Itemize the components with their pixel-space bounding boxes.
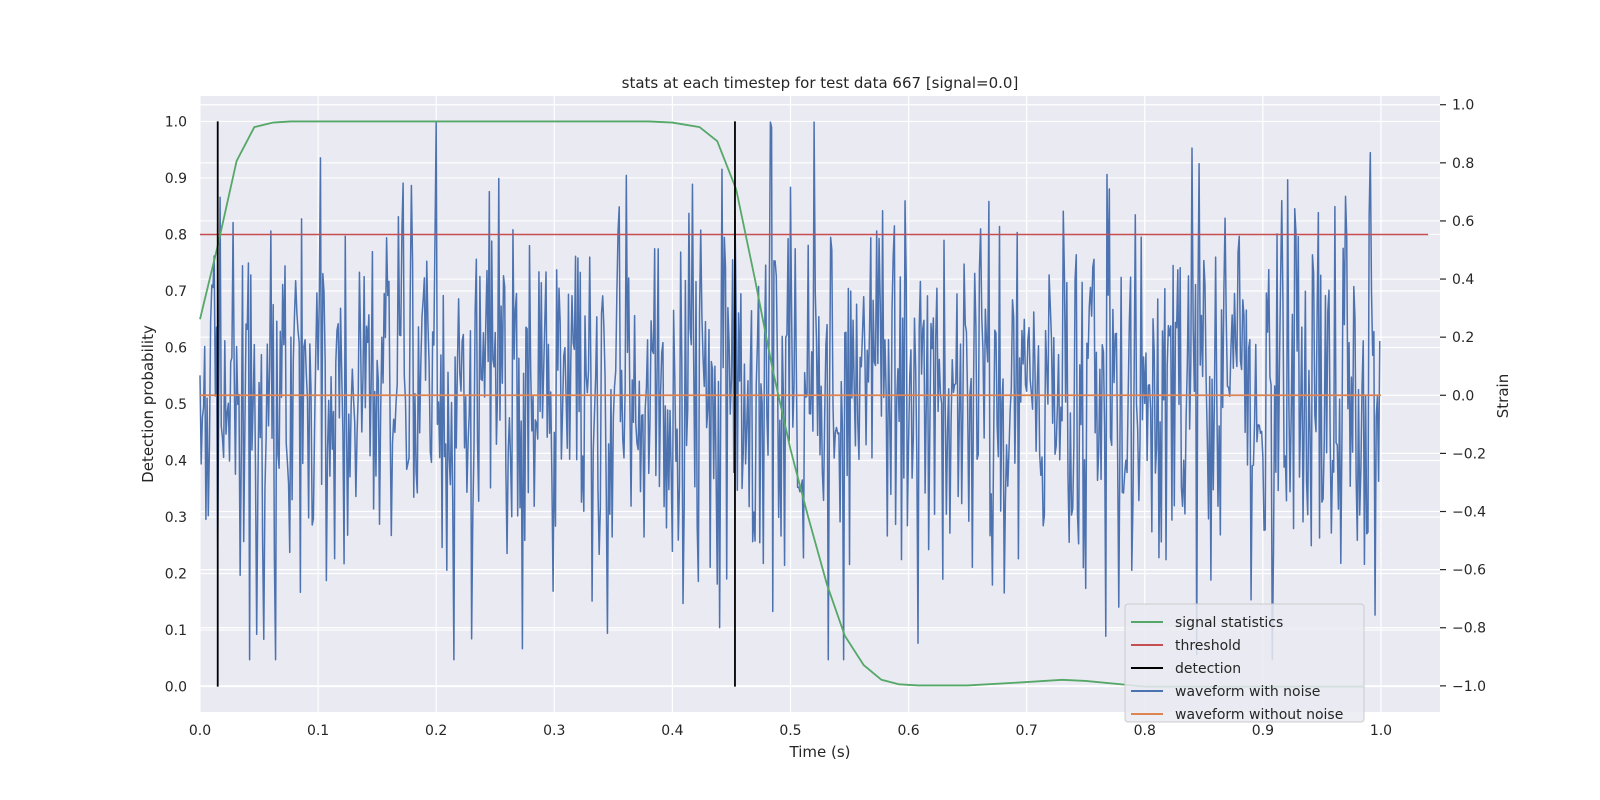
y-left-tick-label: 0.6 (165, 340, 187, 356)
x-tick-label: 0.5 (779, 723, 801, 739)
y-right-tick-label: 0.4 (1452, 272, 1474, 288)
legend-box (1124, 603, 1365, 723)
y-left-tick-label: 0.0 (165, 680, 187, 696)
y-right-tick-label: 0.0 (1452, 388, 1474, 404)
legend-label: waveform without noise (1175, 707, 1343, 723)
x-tick-label: 1.0 (1370, 723, 1392, 739)
series-waveform-with-noise (199, 121, 1381, 661)
y-left-tick-label: 1.0 (165, 114, 187, 130)
y-right-tick-label: −0.2 (1452, 446, 1486, 462)
y-right-tick-label: −0.4 (1452, 505, 1486, 521)
x-tick-label: 0.8 (1134, 723, 1156, 739)
legend-label: detection (1175, 661, 1241, 677)
y-right-tick-label: −0.6 (1452, 563, 1486, 579)
x-tick-label: 0.0 (189, 723, 211, 739)
y-left-tick-label: 0.1 (165, 623, 187, 639)
series-signal-statistics (199, 120, 1364, 688)
legend-label: signal statistics (1175, 615, 1283, 631)
legend-label: waveform with noise (1175, 684, 1320, 700)
y-right-axis-ticks: −1.0 −0.8 −0.6 −0.4 −0.2 0.0 0.2 0.4 0.6 0.8 1.0 (1440, 98, 1486, 695)
y-right-tick-label: 0.8 (1452, 156, 1474, 172)
y-left-tick-label: 0.9 (165, 171, 187, 187)
x-tick-label: 0.2 (425, 723, 447, 739)
y-right-tick-label: −1.0 (1452, 679, 1486, 695)
x-axis-ticks: 0.0 0.1 0.2 0.3 0.4 0.5 0.6 0.7 0.8 0.9 1.0 (189, 723, 1392, 739)
y-right-tick-label: 0.2 (1452, 330, 1474, 346)
x-tick-label: 0.9 (1252, 723, 1274, 739)
x-tick-label: 0.4 (661, 723, 683, 739)
y-left-tick-label: 0.3 (165, 510, 187, 526)
y-left-tick-label: 0.7 (165, 284, 187, 300)
x-axis-label: Time (s) (789, 743, 851, 761)
x-tick-label: 0.6 (897, 723, 919, 739)
y-right-tick-label: 1.0 (1452, 98, 1474, 114)
y-left-axis-ticks: 0.0 0.1 0.2 0.3 0.4 0.5 0.6 0.7 0.8 0.9 1.0 (165, 114, 187, 695)
x-tick-label: 0.1 (307, 723, 329, 739)
y-right-tick-label: 0.6 (1452, 214, 1474, 230)
y-right-tick-label: −0.8 (1452, 621, 1486, 637)
legend-label: threshold (1175, 638, 1241, 654)
series-layer (199, 120, 1429, 688)
y-right-axis-label: Strain (1494, 374, 1512, 418)
y-left-tick-label: 0.5 (165, 397, 187, 413)
y-left-tick-label: 0.4 (165, 454, 187, 470)
chart-title: stats at each timestep for test data 667… (622, 74, 1019, 92)
y-left-tick-label: 0.8 (165, 227, 187, 243)
x-tick-label: 0.3 (543, 723, 565, 739)
y-left-axis-label: Detection probability (139, 325, 157, 483)
y-left-tick-label: 0.2 (165, 567, 187, 583)
x-tick-label: 0.7 (1016, 723, 1038, 739)
legend: signal statistics threshold detection wavef… (1124, 603, 1365, 723)
